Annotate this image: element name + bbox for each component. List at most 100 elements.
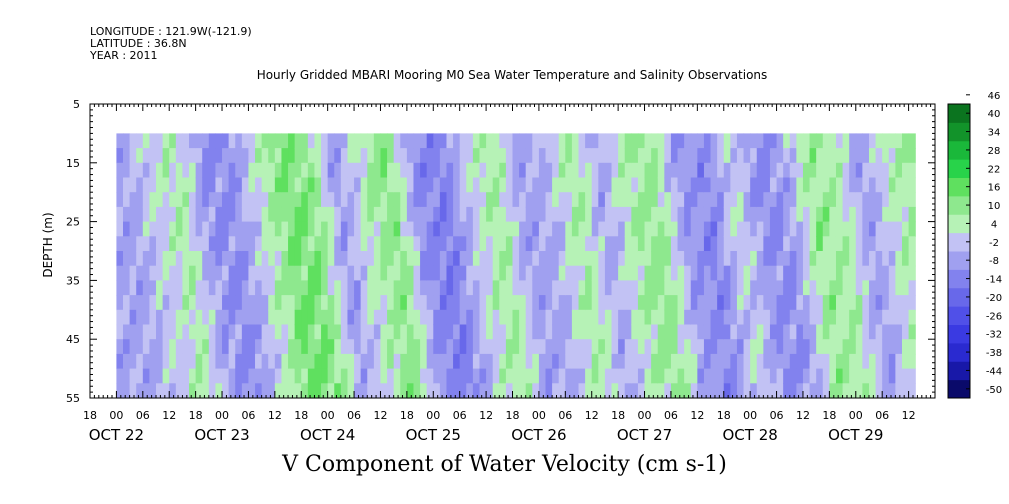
heatmap-cell — [149, 324, 157, 340]
heatmap-cell — [492, 162, 500, 179]
heatmap-cell — [525, 133, 533, 149]
heatmap-cell — [670, 221, 679, 237]
heatmap-cell — [208, 383, 217, 399]
heatmap-cell — [538, 177, 547, 193]
heatmap-cell — [360, 295, 368, 311]
heatmap-cell — [195, 192, 203, 208]
heatmap-cell — [796, 353, 804, 370]
heatmap-cell — [816, 251, 824, 267]
heatmap-cell — [472, 339, 481, 355]
heatmap-cell — [545, 236, 553, 252]
heatmap-cell — [908, 265, 916, 281]
heatmap-cell — [868, 383, 877, 399]
heatmap-cell — [347, 221, 355, 237]
heatmap-cell — [565, 251, 573, 267]
heatmap-cell — [156, 133, 164, 149]
heatmap-cell — [690, 236, 698, 252]
heatmap-cell — [162, 221, 170, 237]
heatmap-cell — [281, 251, 289, 267]
heatmap-cell — [644, 280, 652, 296]
y-tick-label: 5 — [73, 98, 80, 111]
heatmap-cell — [750, 368, 758, 384]
heatmap-cell — [499, 265, 507, 281]
heatmap-cell — [446, 192, 454, 208]
heatmap-cell — [255, 221, 263, 237]
heatmap-cell — [387, 221, 395, 237]
heatmap-cell — [624, 192, 632, 208]
heatmap-cell — [829, 265, 837, 281]
heatmap-cell — [611, 177, 619, 193]
heatmap-cell — [717, 265, 725, 281]
heatmap-cell — [255, 206, 263, 223]
heatmap-cell — [367, 295, 375, 311]
heatmap-cell — [400, 148, 408, 164]
heatmap-cell — [842, 206, 850, 223]
heatmap-cell — [637, 236, 646, 252]
heatmap-cell — [855, 221, 863, 237]
heatmap-cell — [156, 368, 164, 384]
heatmap-cell — [294, 221, 302, 237]
heatmap-cell — [142, 206, 151, 223]
heatmap-cell — [499, 309, 507, 326]
heatmap-cell — [208, 221, 217, 237]
heatmap-cell — [321, 295, 329, 311]
heatmap-cell — [235, 280, 243, 296]
heatmap-cell — [479, 339, 487, 355]
heatmap-cell — [710, 206, 718, 223]
heatmap-cell — [314, 206, 322, 223]
heatmap-cell — [578, 192, 586, 208]
heatmap-cell — [730, 280, 738, 296]
heatmap-cell — [644, 309, 652, 326]
heatmap-cell — [195, 177, 203, 193]
heatmap-cell — [657, 162, 665, 179]
heatmap-cell — [519, 265, 527, 281]
heatmap-cell — [129, 251, 137, 267]
heatmap-cell — [796, 148, 804, 164]
heatmap-cell — [307, 192, 316, 208]
heatmap-cell — [228, 177, 236, 193]
heatmap-cell — [314, 265, 322, 281]
heatmap-cell — [571, 265, 580, 281]
heatmap-cell — [697, 162, 705, 179]
heatmap-cell — [136, 148, 144, 164]
heatmap-cell — [439, 383, 448, 399]
heatmap-cell — [380, 133, 388, 149]
heatmap-cell — [730, 295, 738, 311]
heatmap-cell — [703, 192, 712, 208]
heatmap-cell — [393, 236, 401, 252]
heatmap-cell — [545, 324, 553, 340]
heatmap-cell — [420, 251, 428, 267]
heatmap-cell — [129, 192, 137, 208]
heatmap-cell — [723, 295, 731, 311]
heatmap-cell — [354, 383, 362, 399]
heatmap-cell — [426, 221, 434, 237]
heatmap-cell — [426, 177, 434, 193]
heatmap-cell — [888, 133, 896, 149]
heatmap-cell — [855, 324, 863, 340]
heatmap-cell — [849, 148, 857, 164]
heatmap-cell — [116, 206, 124, 223]
heatmap-cell — [829, 177, 837, 193]
heatmap-cell — [769, 309, 778, 326]
heatmap-cell — [202, 265, 210, 281]
heatmap-cell — [307, 251, 316, 267]
x-tick-label: 18 — [83, 409, 97, 422]
heatmap-cell — [360, 162, 368, 179]
heatmap-cell — [156, 265, 164, 281]
heatmap-cell — [248, 368, 256, 384]
heatmap-cell — [274, 162, 283, 179]
heatmap-cell — [420, 265, 428, 281]
heatmap-cell — [274, 192, 283, 208]
heatmap-cell — [552, 383, 560, 399]
heatmap-cell — [307, 280, 316, 296]
heatmap-cell — [670, 339, 679, 355]
heatmap-cell — [433, 177, 441, 193]
heatmap-cell — [598, 280, 606, 296]
heatmap-cell — [697, 206, 705, 223]
heatmap-cell — [723, 148, 731, 164]
heatmap-cell — [558, 148, 566, 164]
heatmap-cell — [802, 192, 811, 208]
heatmap-cell — [446, 133, 454, 149]
heatmap-cell — [651, 368, 659, 384]
